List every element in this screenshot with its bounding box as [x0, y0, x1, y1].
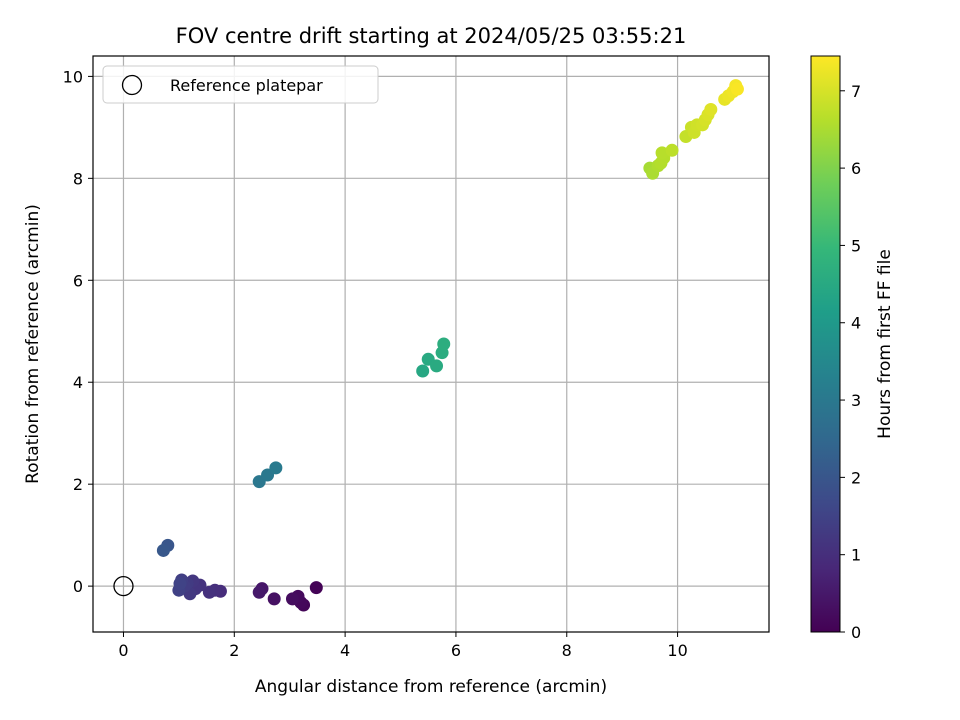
y-tick-label: 10	[63, 67, 83, 86]
colorbar-gradient	[810, 55, 841, 633]
data-points	[156, 79, 744, 612]
data-point	[730, 82, 744, 96]
chart-title: FOV centre drift starting at 2024/05/25 …	[176, 24, 687, 48]
y-tick-label: 0	[73, 577, 83, 596]
data-point	[665, 143, 679, 157]
legend: Reference platepar	[102, 65, 379, 104]
data-point	[173, 577, 187, 591]
colorbar-tick-label: 1	[851, 546, 861, 565]
x-tick-label: 4	[340, 641, 350, 660]
y-axis-ticks: 0 2 4 6 8 10	[63, 67, 93, 596]
data-point	[430, 359, 444, 373]
y-tick-label: 4	[73, 373, 83, 392]
x-tick-label: 6	[451, 641, 461, 660]
colorbar-tick-label: 2	[851, 468, 861, 487]
y-tick-label: 2	[73, 475, 83, 494]
colorbar-tick-label: 6	[851, 159, 861, 178]
data-point	[156, 543, 170, 557]
reference-layer	[113, 575, 134, 597]
colorbar-tick-label: 3	[851, 391, 861, 410]
x-axis-label: Angular distance from reference (arcmin)	[255, 677, 607, 697]
data-point	[252, 585, 266, 599]
data-point	[437, 337, 451, 351]
x-axis-ticks: 0 2 4 6 8 10	[118, 632, 688, 660]
legend-box	[102, 65, 379, 104]
reference-platepar-marker	[113, 575, 134, 597]
y-tick-label: 8	[73, 169, 83, 188]
data-point	[267, 592, 281, 606]
data-point	[309, 581, 323, 595]
data-point	[704, 103, 718, 117]
y-tick-label: 6	[73, 271, 83, 290]
grid	[93, 56, 769, 632]
y-axis-label: Rotation from reference (arcmin)	[23, 204, 43, 484]
x-tick-label: 10	[667, 641, 687, 660]
data-point	[202, 585, 216, 599]
colorbar-ticks: 0 1 2 3 4 5 6 7	[840, 82, 861, 642]
colorbar-label: Hours from first FF file	[875, 249, 895, 439]
data-point	[269, 461, 283, 475]
x-tick-label: 8	[562, 641, 572, 660]
colorbar-tick-label: 4	[851, 314, 861, 333]
data-point	[416, 364, 430, 378]
colorbar-tick-label: 5	[851, 236, 861, 255]
legend-entry-reference-platepar: Reference platepar	[170, 76, 323, 95]
legend-marker	[121, 74, 143, 96]
colorbar-tick-label: 7	[851, 82, 861, 101]
data-point	[285, 592, 299, 606]
colorbar-tick-label: 0	[851, 623, 861, 642]
colorbar: 0 1 2 3 4 5 6 7 Hours from first FF file	[810, 55, 895, 642]
x-tick-label: 2	[229, 641, 239, 660]
data-point	[655, 146, 669, 160]
plot-frame	[92, 55, 770, 633]
x-tick-label: 0	[118, 641, 128, 660]
